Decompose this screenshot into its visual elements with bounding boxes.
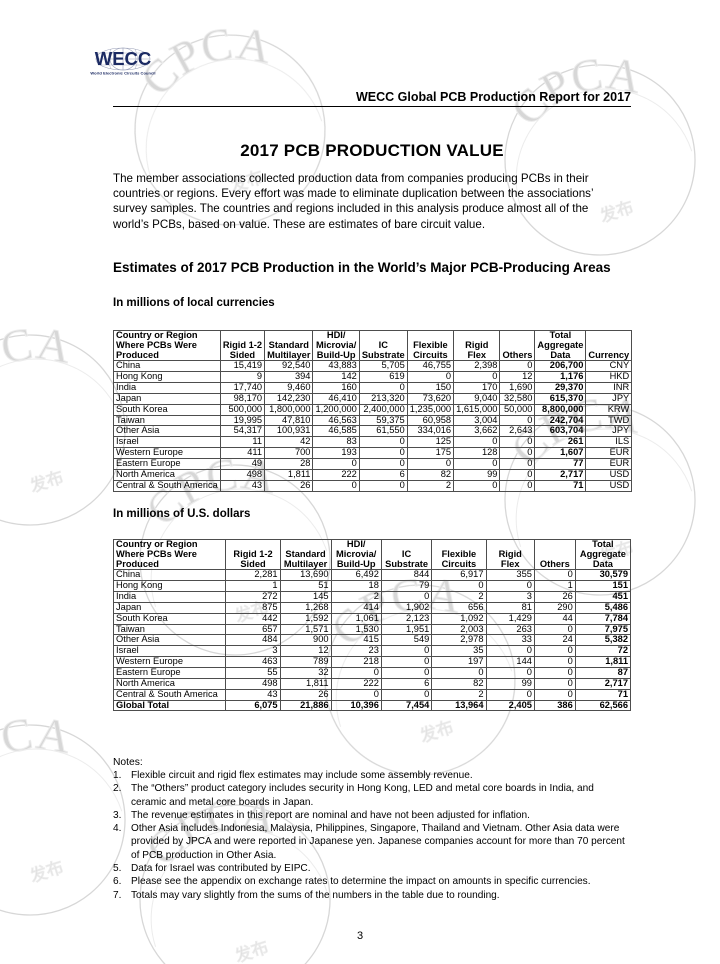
svg-text:WECC: WECC	[95, 48, 152, 69]
svg-text:World Electronic Circuits Coun: World Electronic Circuits Council	[90, 71, 155, 76]
